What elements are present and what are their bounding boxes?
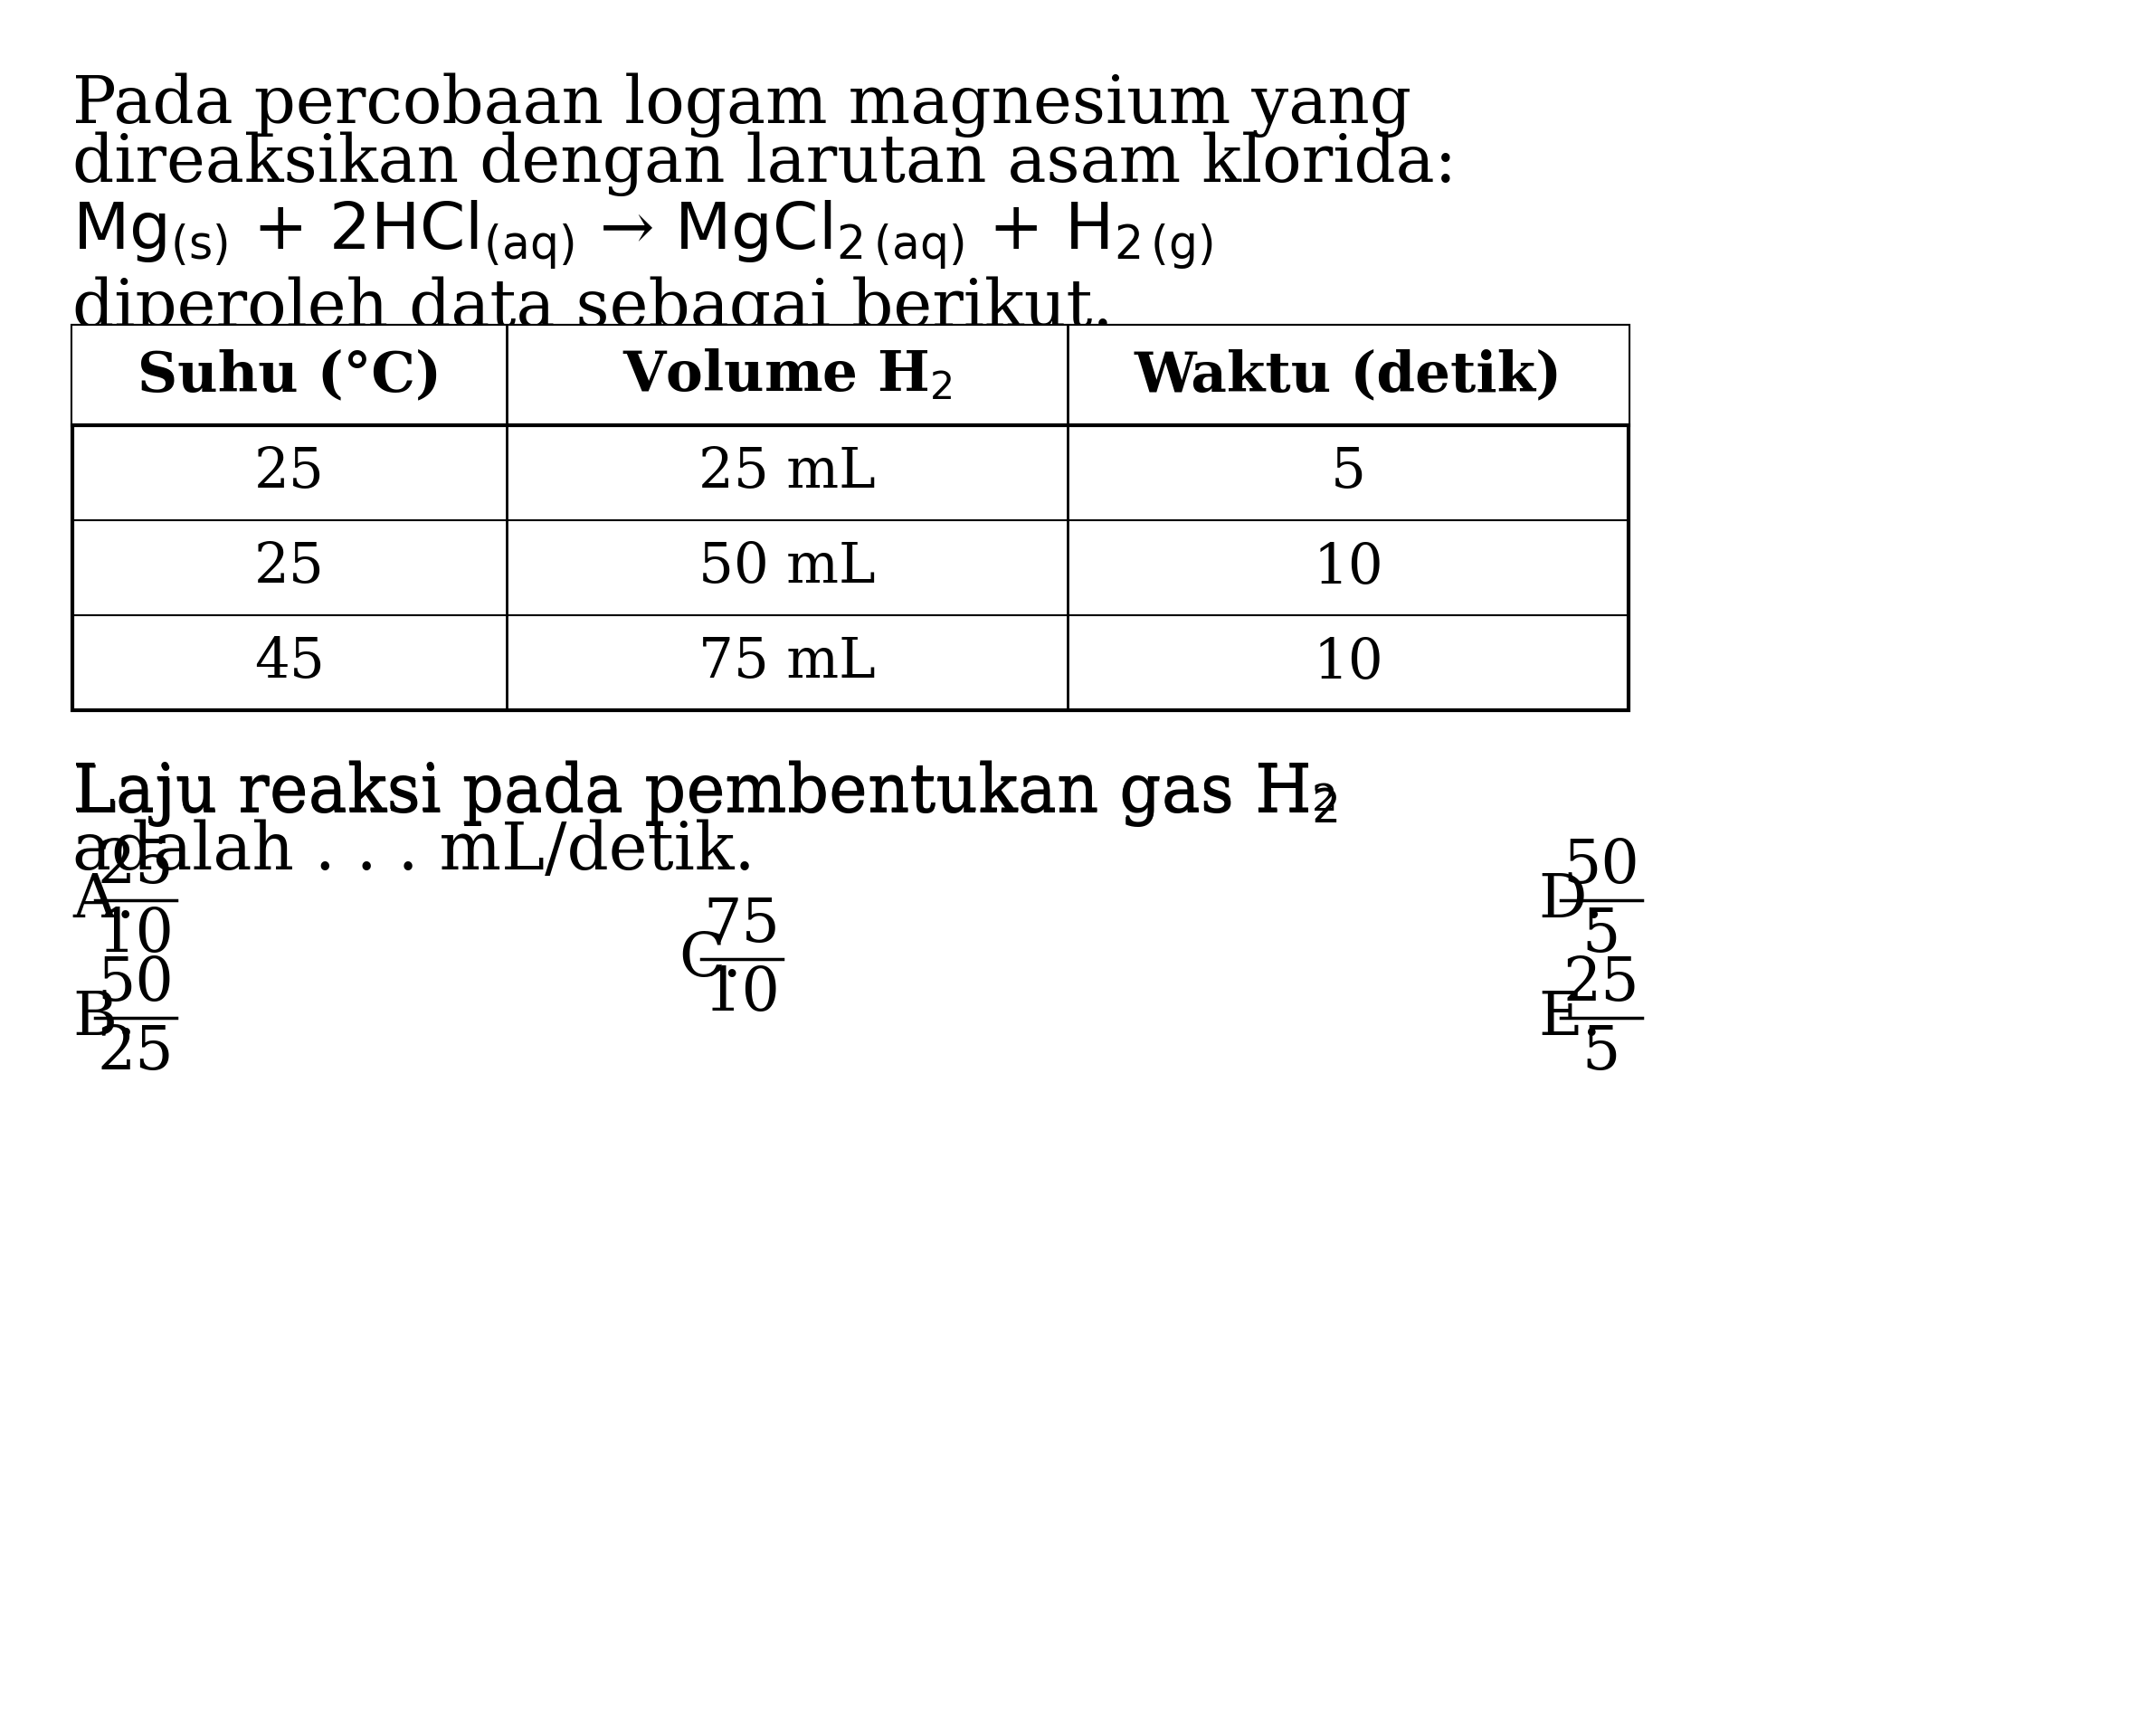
- Text: C.: C.: [679, 930, 742, 988]
- Text: 50: 50: [97, 954, 175, 1012]
- Text: adalah . . . mL/detik.: adalah . . . mL/detik.: [73, 818, 755, 882]
- Bar: [73, 325, 1628, 425]
- Text: 75: 75: [703, 896, 780, 954]
- Text: 25: 25: [97, 837, 175, 896]
- Text: Volume H$_2$: Volume H$_2$: [623, 347, 953, 402]
- Text: 5: 5: [1583, 906, 1621, 964]
- Text: 10: 10: [1313, 540, 1384, 595]
- Text: 25: 25: [254, 540, 326, 595]
- Bar: [73, 325, 1628, 710]
- Text: direaksikan dengan larutan asam klorida:: direaksikan dengan larutan asam klorida:: [73, 131, 1457, 196]
- Text: 45: 45: [254, 636, 326, 689]
- Text: 75 mL: 75 mL: [699, 636, 875, 689]
- Text: 25: 25: [97, 1023, 175, 1081]
- Text: 10: 10: [97, 906, 175, 964]
- Text: 50 mL: 50 mL: [699, 540, 875, 595]
- Text: E.: E.: [1537, 988, 1602, 1047]
- Text: D.: D.: [1537, 872, 1604, 930]
- Text: Pada percobaan logam magnesium yang: Pada percobaan logam magnesium yang: [73, 72, 1412, 138]
- Text: Laju reaksi pada pembentukan gas H$_2$: Laju reaksi pada pembentukan gas H$_2$: [73, 760, 1339, 829]
- Text: 5: 5: [1583, 1023, 1621, 1081]
- Text: Laju reaksi pada pembentukan gas H₂: Laju reaksi pada pembentukan gas H₂: [73, 760, 1339, 825]
- Text: diperoleh data sebagai berikut.: diperoleh data sebagai berikut.: [73, 277, 1112, 340]
- Text: 10: 10: [703, 964, 780, 1023]
- Text: 5: 5: [1330, 445, 1365, 500]
- Text: A.: A.: [73, 872, 136, 930]
- Text: 25: 25: [254, 445, 326, 500]
- Text: 25: 25: [1563, 954, 1641, 1012]
- Text: 50: 50: [1563, 837, 1641, 896]
- Text: Waktu (detik): Waktu (detik): [1134, 349, 1563, 402]
- Text: 10: 10: [1313, 636, 1384, 689]
- Text: B.: B.: [73, 988, 136, 1047]
- Text: $\mathrm{Mg_{(s)}}$ + $\mathrm{2HCl_{(aq)}}$ → $\mathrm{MgCl_{2\,(aq)}}$ + $\mat: $\mathrm{Mg_{(s)}}$ + $\mathrm{2HCl_{(aq…: [73, 199, 1214, 273]
- Text: 25 mL: 25 mL: [699, 445, 875, 500]
- Text: Suhu (°C): Suhu (°C): [138, 349, 442, 402]
